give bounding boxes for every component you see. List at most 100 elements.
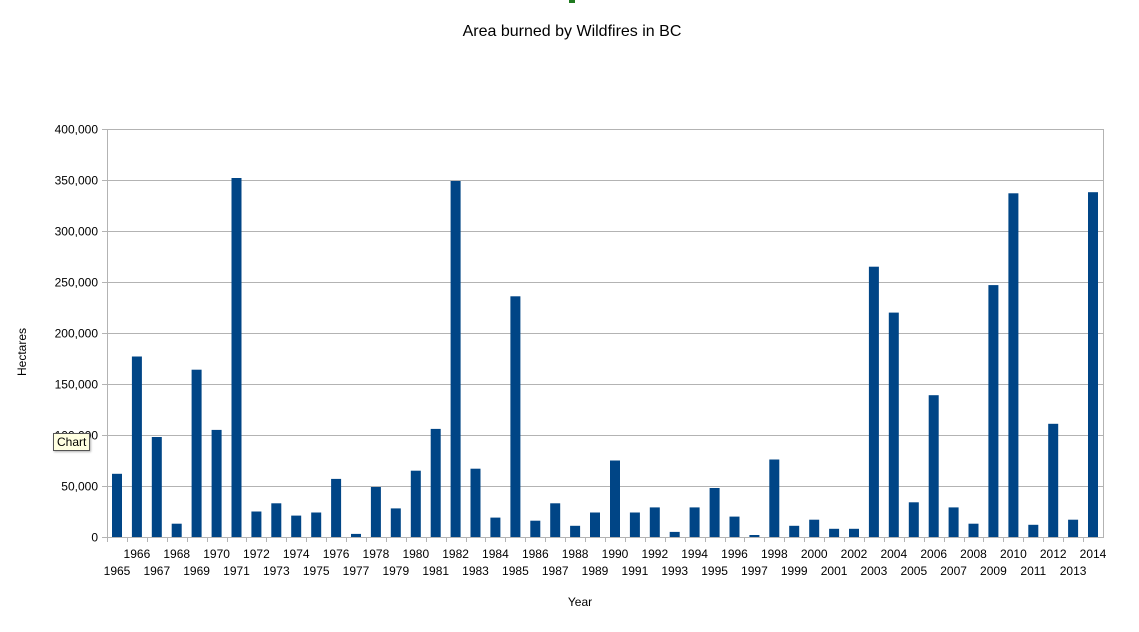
bar (191, 369, 202, 537)
x-tick-label: 2010 (1000, 547, 1027, 561)
x-tick-label: 2000 (801, 547, 828, 561)
x-tick-label: 1984 (482, 547, 509, 561)
x-tick-label: 1996 (721, 547, 748, 561)
x-tick-label: 1989 (582, 564, 609, 578)
x-tick-label: 2006 (920, 547, 947, 561)
bar (868, 266, 879, 537)
bar (430, 428, 441, 537)
x-tick-label: 2005 (900, 564, 927, 578)
bar (1088, 192, 1098, 537)
x-tick-label: 1971 (223, 564, 250, 578)
bar (530, 520, 541, 537)
bar (729, 516, 740, 537)
x-tick-label: 2003 (861, 564, 888, 578)
chart-tooltip: Chart (53, 433, 91, 451)
bar (570, 525, 581, 537)
x-tick-label: 2011 (1020, 564, 1046, 578)
x-tick-label: 2013 (1060, 564, 1087, 578)
bar (470, 468, 481, 537)
bar (370, 487, 381, 537)
x-tick-label: 1979 (382, 564, 409, 578)
bar (928, 395, 939, 537)
bar (490, 517, 501, 537)
bar (311, 512, 322, 537)
x-tick-labels: 1965 1966 1967 1968 1969 1970 1971 1972 1973 1974… (104, 547, 1107, 578)
x-tick-label: 2008 (960, 547, 987, 561)
bar (829, 528, 840, 537)
bar (550, 503, 561, 537)
y-tick-label: 150,000 (55, 378, 99, 392)
y-tick-label: 300,000 (55, 225, 99, 239)
bar (789, 525, 800, 537)
bar (1028, 524, 1039, 537)
x-tick-label: 1977 (343, 564, 370, 578)
bar (988, 285, 999, 537)
x-tick-label: 2002 (841, 547, 868, 561)
bar (629, 512, 640, 537)
bar (131, 356, 142, 537)
x-tick-label: 1995 (701, 564, 728, 578)
bar (390, 508, 401, 537)
x-tick-label: 1997 (741, 564, 768, 578)
bar (968, 523, 979, 537)
chart-title: Area burned by Wildfires in BC (463, 23, 682, 40)
x-tick-label: 1998 (761, 547, 788, 561)
window-marker (569, 0, 575, 3)
bar (331, 478, 342, 537)
y-tick-label: 250,000 (55, 276, 99, 290)
bar (351, 533, 361, 537)
x-tick-label: 1992 (641, 547, 668, 561)
bar (1008, 193, 1019, 538)
bar (291, 515, 302, 537)
x-tick-label: 1976 (323, 547, 350, 561)
bars (112, 178, 1098, 538)
y-tick-labels: 050,000100,000150,000200,000250,000300,0… (55, 123, 99, 545)
y-tick-label: 0 (91, 531, 98, 545)
bar (809, 519, 820, 537)
bar (908, 502, 919, 537)
x-tick-label: 1983 (462, 564, 489, 578)
x-tick-label: 1991 (622, 564, 649, 578)
bar (151, 437, 162, 537)
x-tick-label: 1981 (422, 564, 449, 578)
x-tick-label: 1973 (263, 564, 290, 578)
x-tick-label: 1982 (442, 547, 469, 561)
bar (1048, 423, 1059, 537)
bar (1068, 519, 1079, 537)
bar (769, 459, 780, 537)
bar (610, 460, 620, 537)
x-tick-label: 2014 (1080, 547, 1107, 561)
x-tick-label: 2012 (1040, 547, 1067, 561)
x-tick-label: 1969 (183, 564, 210, 578)
bar (709, 488, 720, 537)
x-tick-label: 1968 (163, 547, 190, 561)
x-tick-label: 2007 (940, 564, 967, 578)
bar (112, 473, 122, 537)
bar (271, 503, 282, 537)
x-tick-label: 1990 (602, 547, 629, 561)
x-tick-label: 1966 (124, 547, 151, 561)
y-axis-label: Hectares (15, 328, 29, 376)
bar (888, 312, 899, 537)
y-tick-label: 350,000 (55, 174, 99, 188)
x-tick-label: 1967 (143, 564, 170, 578)
gridlines (102, 129, 1104, 542)
bar (410, 470, 421, 537)
bar (590, 512, 600, 537)
bar (211, 429, 222, 537)
x-tick-label: 1994 (681, 547, 708, 561)
bar (948, 507, 959, 537)
x-tick-label: 1985 (502, 564, 529, 578)
bar (669, 531, 680, 537)
x-tick-label: 2009 (980, 564, 1007, 578)
x-tick-label: 1974 (283, 547, 310, 561)
x-tick-label: 2001 (821, 564, 848, 578)
x-tick-label: 1980 (402, 547, 429, 561)
bar (749, 535, 760, 537)
y-tick-label: 50,000 (61, 480, 98, 494)
bar (849, 528, 859, 537)
y-tick-label: 200,000 (55, 327, 99, 341)
bar (510, 296, 521, 537)
x-tick-label: 1972 (243, 547, 270, 561)
